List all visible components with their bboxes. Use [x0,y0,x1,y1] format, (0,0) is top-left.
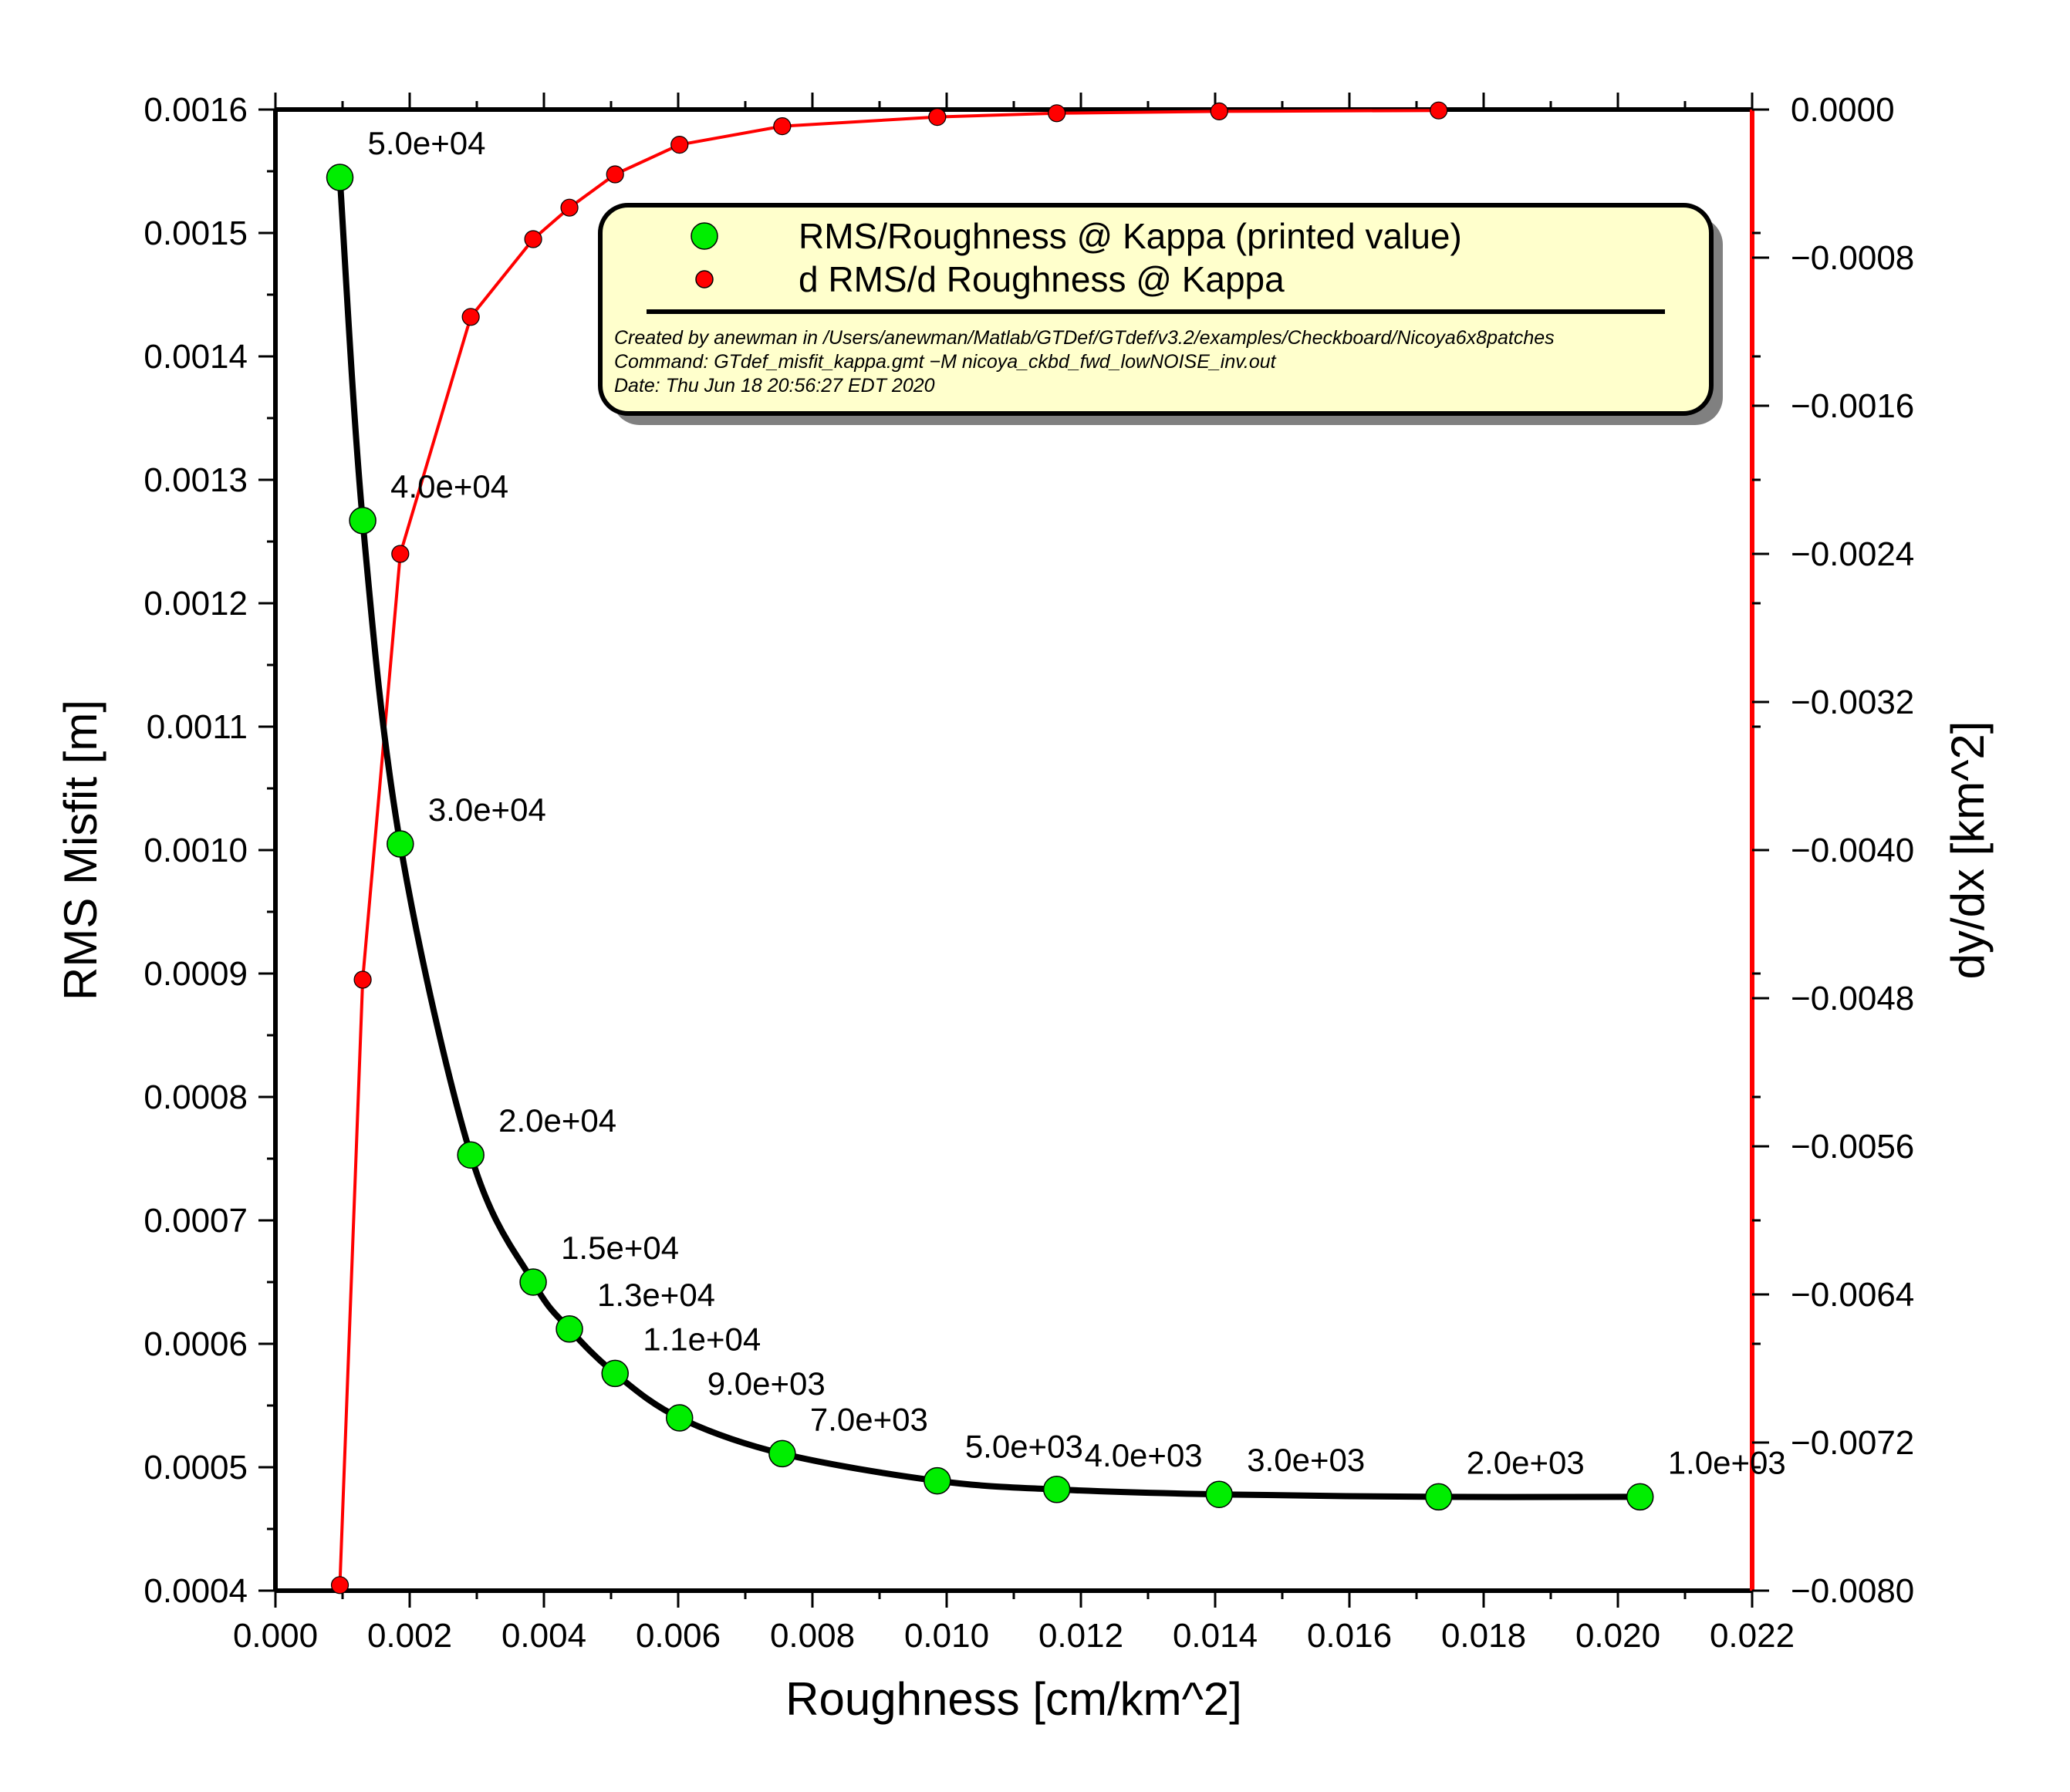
y-tick-label: 0.0004 [144,1572,248,1610]
x-tick-label: 0.018 [1441,1617,1526,1655]
y-axis-ticks: 0.0004 0.0005 0.0006 0.0007 0.0008 0.0009 0.00… [144,91,275,1610]
rms-point [1626,1483,1654,1511]
y2-axis-ticks: 0.0000 −0.0008 −0.0016 −0.0024 −0.0032 −0.004… [1752,91,1914,1610]
x-tick-label: 0.012 [1038,1617,1123,1655]
kappa-label: 7.0e+03 [810,1401,928,1437]
kappa-label: 2.0e+04 [498,1102,616,1139]
y-tick-label: 0.0008 [144,1078,248,1116]
x-axis-title: Roughness [cm/km^2] [785,1673,1242,1725]
y2-tick-label: −0.0008 [1791,239,1914,277]
derivative-point [524,230,542,248]
y-tick-label: 0.0007 [144,1202,248,1240]
derivative-point [670,136,689,154]
rms-point [349,507,377,535]
legend-meta-command: Command: GTdef_misfit_kappa.gmt −M nicoy… [614,351,1277,373]
x-tick-label: 0.020 [1575,1617,1660,1655]
y2-tick-label: −0.0040 [1791,832,1914,869]
y2-tick-label: −0.0048 [1791,980,1914,1017]
derivative-point [1048,104,1066,123]
kappa-label: 1.1e+04 [643,1321,761,1357]
derivative-point [773,117,792,136]
legend-entry-rms: RMS/Roughness @ Kappa (printed value) [799,216,1462,256]
rms-point [1205,1480,1233,1508]
x-tick-label: 0.002 [367,1617,452,1655]
y2-tick-label: −0.0072 [1791,1424,1914,1462]
y2-tick-label: −0.0032 [1791,683,1914,721]
legend: RMS/Roughness @ Kappa (printed value) d … [598,203,1723,425]
derivative-point [606,165,624,184]
rms-point [924,1466,951,1495]
derivative-point [461,308,480,326]
derivative-point [391,545,410,563]
y2-tick-label: −0.0056 [1791,1128,1914,1166]
x-tick-label: 0.008 [770,1617,855,1655]
rms-point [457,1141,485,1169]
derivative-point [353,970,372,989]
y-axis-title: RMS Misfit [m] [55,700,106,1001]
y2-tick-label: −0.0024 [1791,535,1914,573]
legend-meta-date: Date: Thu Jun 18 20:56:27 EDT 2020 [614,375,935,397]
x-tick-label: 0.022 [1710,1617,1795,1655]
y-tick-label: 0.0005 [144,1449,248,1487]
y2-tick-label: −0.0080 [1791,1572,1914,1610]
kappa-label: 5.0e+04 [368,125,486,161]
y2-tick-label: 0.0000 [1791,91,1895,129]
derivative-point [560,198,579,217]
rms-point [387,830,414,858]
x-tick-label: 0.010 [904,1617,989,1655]
kappa-label: 9.0e+03 [707,1365,826,1402]
y-tick-label: 0.0013 [144,461,248,499]
derivative-series [330,101,1448,1595]
y-tick-label: 0.0011 [147,708,248,746]
x-tick-label: 0.006 [636,1617,721,1655]
kappa-label: 4.0e+03 [1085,1437,1203,1473]
rms-point [555,1315,583,1343]
kappa-label: 4.0e+04 [390,468,508,505]
legend-green-marker [691,222,718,250]
y-tick-label: 0.0009 [144,955,248,993]
y-tick-label: 0.0014 [144,338,248,376]
legend-meta-created: Created by anewman in /Users/anewman/Mat… [614,327,1555,349]
rms-point [665,1404,694,1432]
y-tick-label: 0.0010 [144,832,248,869]
x-tick-label: 0.016 [1307,1617,1392,1655]
rms-point [519,1268,547,1296]
rms-point [326,164,354,191]
x-tick-label: 0.014 [1173,1617,1258,1655]
rms-point [1424,1483,1453,1511]
derivative-point [1430,101,1448,120]
x-tick-label: 0.004 [501,1617,586,1655]
kappa-label: 2.0e+03 [1467,1444,1585,1480]
derivative-point [330,1576,350,1595]
kappa-label: 3.0e+03 [1247,1442,1365,1478]
x-axis-ticks: 0.000 0.002 0.004 0.006 0.008 0.010 0.012 0.014… [233,93,1795,1655]
kappa-label: 1.5e+04 [561,1230,679,1266]
derivative-point [928,108,947,127]
derivative-point [1210,102,1228,120]
rms-point [768,1439,796,1468]
y-tick-label: 0.0006 [144,1325,248,1363]
kappa-label: 5.0e+03 [965,1429,1083,1465]
y2-tick-label: −0.0016 [1791,387,1914,425]
y2-tick-label: −0.0064 [1791,1276,1914,1314]
rms-point [1042,1476,1071,1503]
kappa-label: 3.0e+04 [428,791,546,828]
y-tick-label: 0.0016 [144,91,248,129]
rms-point [601,1359,629,1388]
y-tick-label: 0.0012 [144,585,248,623]
kappa-label: 1.0e+03 [1668,1444,1786,1480]
y-tick-label: 0.0015 [144,214,248,252]
legend-red-marker [695,270,714,289]
x-tick-label: 0.000 [233,1617,318,1655]
kappa-label: 1.3e+04 [597,1277,715,1313]
rms-series: 5.0e+04 4.0e+04 3.0e+04 2.0e+04 1.5e+04 1.3e+… [326,125,1786,1511]
y2-axis-title: dy/dx [km^2] [1942,721,1994,980]
legend-entry-derivative: d RMS/d Roughness @ Kappa [799,259,1285,299]
